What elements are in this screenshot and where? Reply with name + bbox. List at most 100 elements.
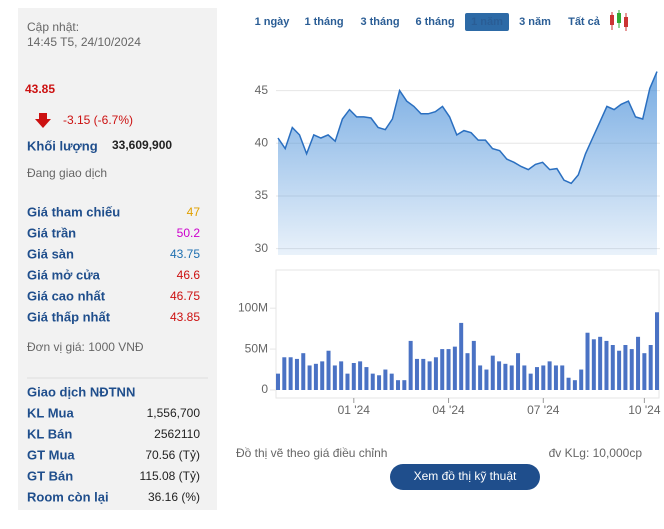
volume-bar <box>623 345 628 390</box>
tab[interactable]: 3 tháng <box>360 16 399 28</box>
price-label: Giá thấp nhất <box>27 309 111 324</box>
change: -3.15 (-6.7%) <box>63 113 133 127</box>
y-tick-label: 50M <box>245 341 268 355</box>
foreign-value: 36.16 (%) <box>148 490 200 504</box>
volume-label: Khối lượng <box>27 138 98 153</box>
volume-bar <box>610 345 615 390</box>
tab[interactable]: 1 năm <box>471 16 503 28</box>
volume-bar <box>339 361 344 390</box>
info-panel <box>18 8 217 510</box>
volume-bar <box>358 361 363 390</box>
volume-bar <box>313 363 318 390</box>
y-tick-label: 40 <box>255 135 269 149</box>
volume-bar <box>383 369 388 390</box>
volume-bar <box>294 358 299 390</box>
volume-bar <box>408 340 413 390</box>
y-tick-label: 30 <box>255 241 269 255</box>
volume-bar <box>307 365 312 390</box>
volume-bar <box>370 373 375 390</box>
foreign-label: KL Bán <box>27 426 72 441</box>
volume-bar <box>648 345 653 390</box>
volume-bar <box>560 365 565 390</box>
volume-bar <box>617 350 622 390</box>
volume-bar <box>636 336 641 390</box>
y-tick-label: 100M <box>238 300 268 314</box>
volume-bar <box>604 340 609 390</box>
price-value: 43.75 <box>170 247 200 261</box>
volume-bar <box>288 357 293 390</box>
x-tick-label: 10 '24 <box>628 403 661 417</box>
chart-icon[interactable] <box>610 10 628 31</box>
volume-bar <box>503 363 508 390</box>
status: Đang giao dịch <box>27 166 107 180</box>
y-tick-label: 35 <box>255 188 269 202</box>
tab[interactable]: 3 năm <box>519 16 551 28</box>
volume-bar <box>566 377 571 390</box>
button-label[interactable]: Xem đồ thị kỹ thuật <box>414 469 517 483</box>
updated-label: Cập nhật: <box>27 20 79 34</box>
volume-bar <box>579 369 584 390</box>
volume-bar <box>282 357 287 390</box>
volume-bar <box>301 353 306 390</box>
tab[interactable]: 1 ngày <box>255 16 291 28</box>
price-line <box>277 71 658 185</box>
foreign-value: 115.08 (Tỷ) <box>140 469 200 483</box>
price-value: 46.75 <box>170 289 200 303</box>
volume-bar <box>471 340 476 390</box>
volume-bar <box>402 380 407 390</box>
updated-time: 14:45 T5, 24/10/2024 <box>27 35 141 49</box>
volume-bar <box>522 365 527 390</box>
unit-note: Đơn vị giá: 1000 VNĐ <box>27 340 144 354</box>
foreign-title: Giao dịch NĐTNN <box>27 384 135 399</box>
volume-bar <box>629 349 634 390</box>
volume-unit: đv KLg: 10,000cp <box>549 446 643 460</box>
price-area <box>278 71 657 255</box>
price-value: 50.2 <box>177 226 201 240</box>
volume-bar <box>345 373 350 390</box>
volume: 33,609,900 <box>112 138 172 152</box>
down-arrow <box>35 113 51 128</box>
volume-bar <box>497 361 502 390</box>
price-label: Giá tham chiếu <box>27 204 120 219</box>
tab-active-bg[interactable] <box>465 13 509 31</box>
tab[interactable]: 1 tháng <box>304 16 343 28</box>
volume-bar <box>655 312 659 390</box>
chart-note: Đồ thị vẽ theo giá điều chỉnh <box>236 446 387 460</box>
volume-bar <box>572 380 577 390</box>
volume-bar <box>509 365 514 390</box>
foreign-value: 2562110 <box>154 427 200 441</box>
volume-bar <box>427 361 432 390</box>
tab[interactable]: Tất cả <box>568 16 601 28</box>
volume-bar <box>585 332 590 390</box>
price-value: 46.6 <box>177 268 201 282</box>
volume-bar <box>490 355 495 390</box>
y-tick-label: 45 <box>255 83 269 97</box>
volume-bar <box>421 358 426 390</box>
y-tick-label: 0 <box>261 382 268 396</box>
volume-bar <box>351 363 356 390</box>
foreign-label: GT Mua <box>27 447 75 462</box>
volume-bar <box>396 380 401 390</box>
volume-bar <box>478 365 483 390</box>
price-label: Giá mở cửa <box>27 267 101 282</box>
volume-bar <box>364 367 369 390</box>
volume-bar <box>459 322 464 390</box>
volume-bar <box>440 349 445 390</box>
volume-bar <box>326 350 331 390</box>
foreign-value: 70.56 (Tỷ) <box>145 448 200 462</box>
technical-chart-button[interactable] <box>390 464 540 490</box>
volume-bar <box>541 365 546 390</box>
volume-bar <box>320 361 325 390</box>
volume-bar <box>534 367 539 390</box>
price-value: 43.85 <box>170 310 200 324</box>
volume-bar <box>553 365 558 390</box>
tab[interactable]: 6 tháng <box>415 16 454 28</box>
price: 43.85 <box>25 82 55 96</box>
volume-bar <box>452 346 457 390</box>
volume-bar <box>276 373 280 390</box>
price-label: Giá cao nhất <box>27 288 106 303</box>
volume-bar <box>642 353 647 390</box>
volume-bar <box>484 369 489 390</box>
price-value: 47 <box>187 205 201 219</box>
